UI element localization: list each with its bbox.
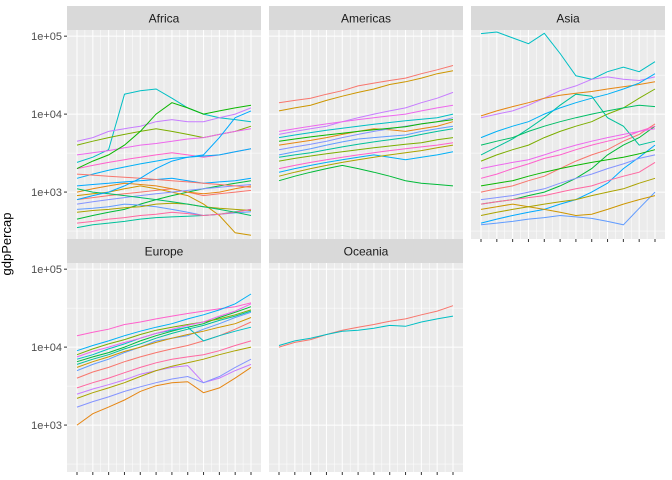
series-line-asia-17 [480,161,656,205]
series-line-asia-2 [480,76,656,119]
series-line-europe-14 [76,346,252,399]
series-line-americas-1 [278,65,454,104]
series-line-europe-7 [76,363,252,395]
series-line-europe-11 [76,317,252,368]
series-line-americas-14 [278,104,454,132]
series-line-oceania-1 [278,305,454,348]
series-line-africa-16 [76,102,252,170]
series-line-asia-3 [480,81,656,117]
y-axis-title: gdpPercap [0,213,14,276]
series-line-americas-13 [278,144,454,177]
series-line-americas-3 [278,91,454,135]
series-line-americas-15 [278,119,454,142]
series-line-americas-12 [278,128,454,158]
series-line-africa-1 [76,180,252,220]
series-line-africa-5 [76,107,252,142]
series-line-americas-10 [278,151,454,173]
series-line-africa-8 [76,182,252,195]
facet-strip-africa [67,6,261,30]
series-line-americas-9 [278,142,454,170]
y-tick-label: 1e+04 [31,109,62,121]
series-line-americas-5 [278,125,454,156]
facet-strip-asia [471,6,665,30]
y-tick-label: 1e+05 [31,31,62,43]
facet-africa: Africa 1e+03 1e+04 1e+05 [31,6,261,239]
y-tick-label: 1e+05 [31,264,62,276]
series-line-africa-17 [76,208,252,224]
series-line-asia-15 [480,128,656,170]
series-line-oceania-2 [278,315,454,346]
series-line-asia-1 [480,31,656,80]
facet-strip-label: Africa [149,12,180,26]
series-line-americas-7 [278,137,454,162]
facet-strip-oceania [269,239,463,263]
series-line-asia-12 [480,154,656,201]
series-line-asia-5 [480,191,656,226]
y-tick-label: 1e+04 [31,342,62,354]
series-line-asia-7 [480,123,656,193]
facet-strip-label: Oceania [344,245,389,259]
series-line-americas-2 [278,70,454,112]
series-line-africa-18 [76,188,252,216]
y-tick-label: 1e+03 [31,420,62,432]
series-line-americas-6 [278,113,454,139]
series-line-asia-11 [480,195,656,217]
facet-strip-label: Americas [341,12,391,26]
series-line-europe-9 [76,309,252,356]
series-line-asia-9 [480,125,656,179]
facet-strip-label: Europe [145,245,184,259]
series-line-europe-15 [76,303,252,358]
series-line-europe-10 [76,340,252,389]
y-tick-label: 1e+03 [31,187,62,199]
facet-americas: Americas [269,6,463,239]
series-line-asia-13 [480,73,656,139]
series-line-africa-13 [76,184,252,205]
series-line-asia-10 [480,93,656,156]
facet-strip-europe [67,239,261,263]
series-line-europe-6 [76,366,252,426]
series-line-africa-20 [76,110,252,201]
series-line-europe-3 [76,306,252,363]
series-line-africa-12 [76,148,252,179]
series-line-asia-8 [480,88,656,162]
series-line-europe-4 [76,311,252,372]
series-line-africa-14 [76,202,252,213]
facet-strip-label: Asia [556,12,580,26]
facet-grid: Africa 1e+03 1e+04 1e+05 Americas Asia Europe 1… [31,6,665,475]
series-line-americas-8 [278,121,454,146]
facet-asia: Asia [471,6,665,242]
series-line-europe-12 [76,310,252,365]
series-line-europe-2 [76,293,252,352]
series-line-africa-6 [76,177,252,187]
facet-strip-americas [269,6,463,30]
series-line-asia-18 [480,104,656,146]
series-line-asia-14 [480,177,656,216]
facet-europe: Europe 1e+03 1e+04 1e+05 [31,239,261,475]
series-line-asia-4 [480,144,656,224]
series-line-africa-19 [76,173,252,188]
series-line-americas-4 [278,164,454,187]
series-line-africa-3 [76,188,252,201]
series-line-asia-16 [480,149,656,187]
series-line-europe-13 [76,358,252,408]
facet-oceania: Oceania [269,239,463,475]
